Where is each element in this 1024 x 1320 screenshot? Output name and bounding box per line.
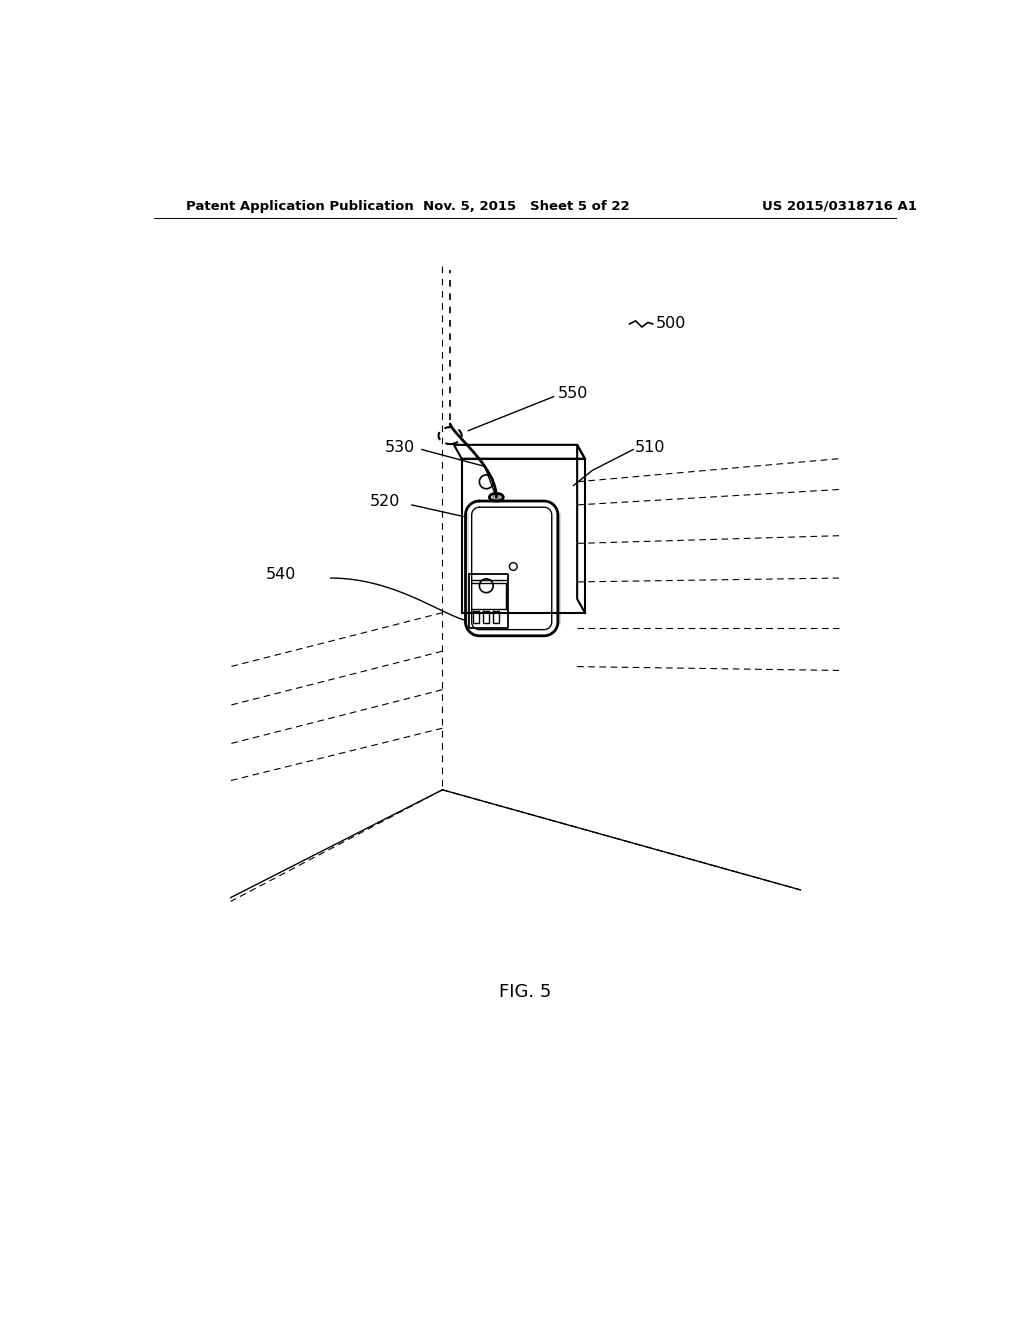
Text: US 2015/0318716 A1: US 2015/0318716 A1 — [762, 199, 916, 213]
Text: 550: 550 — [558, 385, 588, 401]
Text: 510: 510 — [635, 440, 666, 454]
Ellipse shape — [493, 495, 500, 499]
Text: FIG. 5: FIG. 5 — [499, 982, 551, 1001]
Text: 540: 540 — [265, 566, 296, 582]
Text: Nov. 5, 2015   Sheet 5 of 22: Nov. 5, 2015 Sheet 5 of 22 — [423, 199, 630, 213]
Text: 530: 530 — [385, 440, 415, 454]
Text: 500: 500 — [655, 317, 686, 331]
Text: 520: 520 — [370, 494, 399, 508]
Text: Patent Application Publication: Patent Application Publication — [186, 199, 414, 213]
